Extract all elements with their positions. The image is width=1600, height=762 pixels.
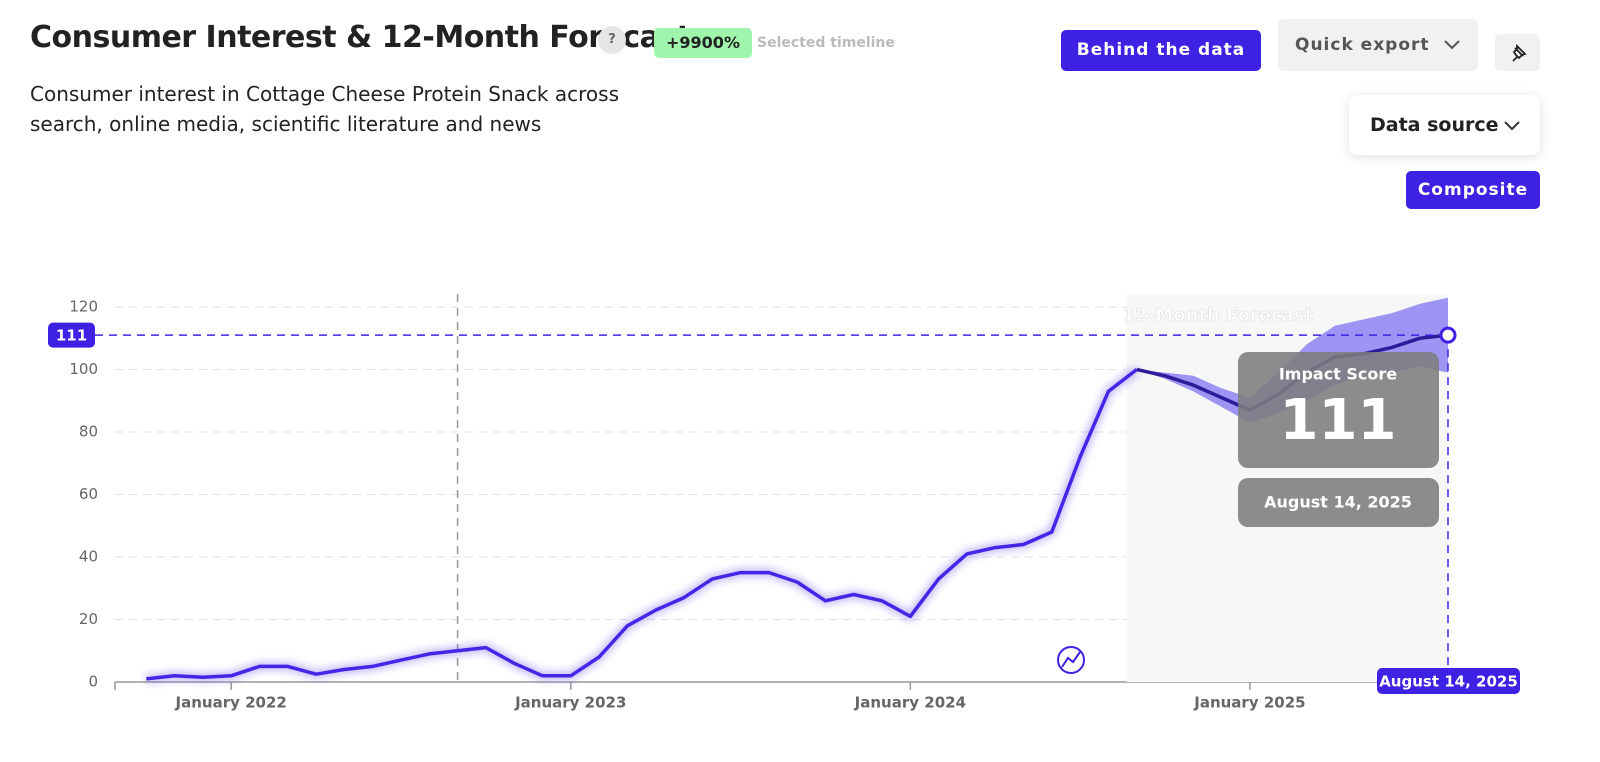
tooltip-label: Impact Score [1279,365,1397,384]
title: Consumer Interest & 12-Month Forecast [30,20,691,55]
y-tick-label: 40 [79,548,98,566]
growth-badge: +9900% [654,28,752,58]
chevron [1444,40,1460,50]
tooltip-date-box [1238,478,1439,527]
y-marker-box [48,322,95,348]
x-tick-label: January 2023 [514,694,626,712]
composite-button[interactable]: Composite [1406,171,1540,209]
y-marker-label: 111 [56,327,87,345]
quick-export-button[interactable]: Quick export [1278,19,1478,71]
help-icon[interactable]: ? [598,26,626,54]
highlight-point [1439,326,1457,344]
y-tick-label: 80 [79,423,98,441]
x-tick-label: January 2022 [175,694,287,712]
badge-note: Selected timeline [757,35,895,51]
x-marker-label: August 14, 2025 [1379,673,1518,691]
tooltip-date: August 14, 2025 [1264,493,1412,512]
y-tick-label: 0 [88,673,98,691]
y-tick-label: 120 [69,298,98,316]
trend-icon[interactable] [1057,646,1085,674]
x-marker-box [1377,668,1520,694]
subtitle: Consumer interest in Cottage Cheese Prot… [30,82,619,136]
tooltip-value: 111 [1280,388,1397,453]
line-glow [145,366,1140,683]
tooltip-box [1238,352,1439,468]
forecast-annotation: 12-Month Forecast [1123,305,1314,326]
button-label: Quick export [1295,35,1430,55]
x-tick-label: January 2024 [854,694,966,712]
y-tick-label: 100 [69,360,98,378]
button-label: Data source [1370,114,1499,136]
chevron [1504,121,1520,131]
pin-button[interactable] [1495,34,1540,71]
x-tick-label: January 2025 [1193,694,1305,712]
behind-data-button[interactable]: Behind the data [1061,30,1261,71]
data-source-dropdown[interactable]: Data source [1349,95,1540,155]
y-tick-label: 60 [79,485,98,503]
pin-icon [1512,43,1527,62]
line [146,368,1138,681]
y-tick-label: 20 [79,610,98,628]
